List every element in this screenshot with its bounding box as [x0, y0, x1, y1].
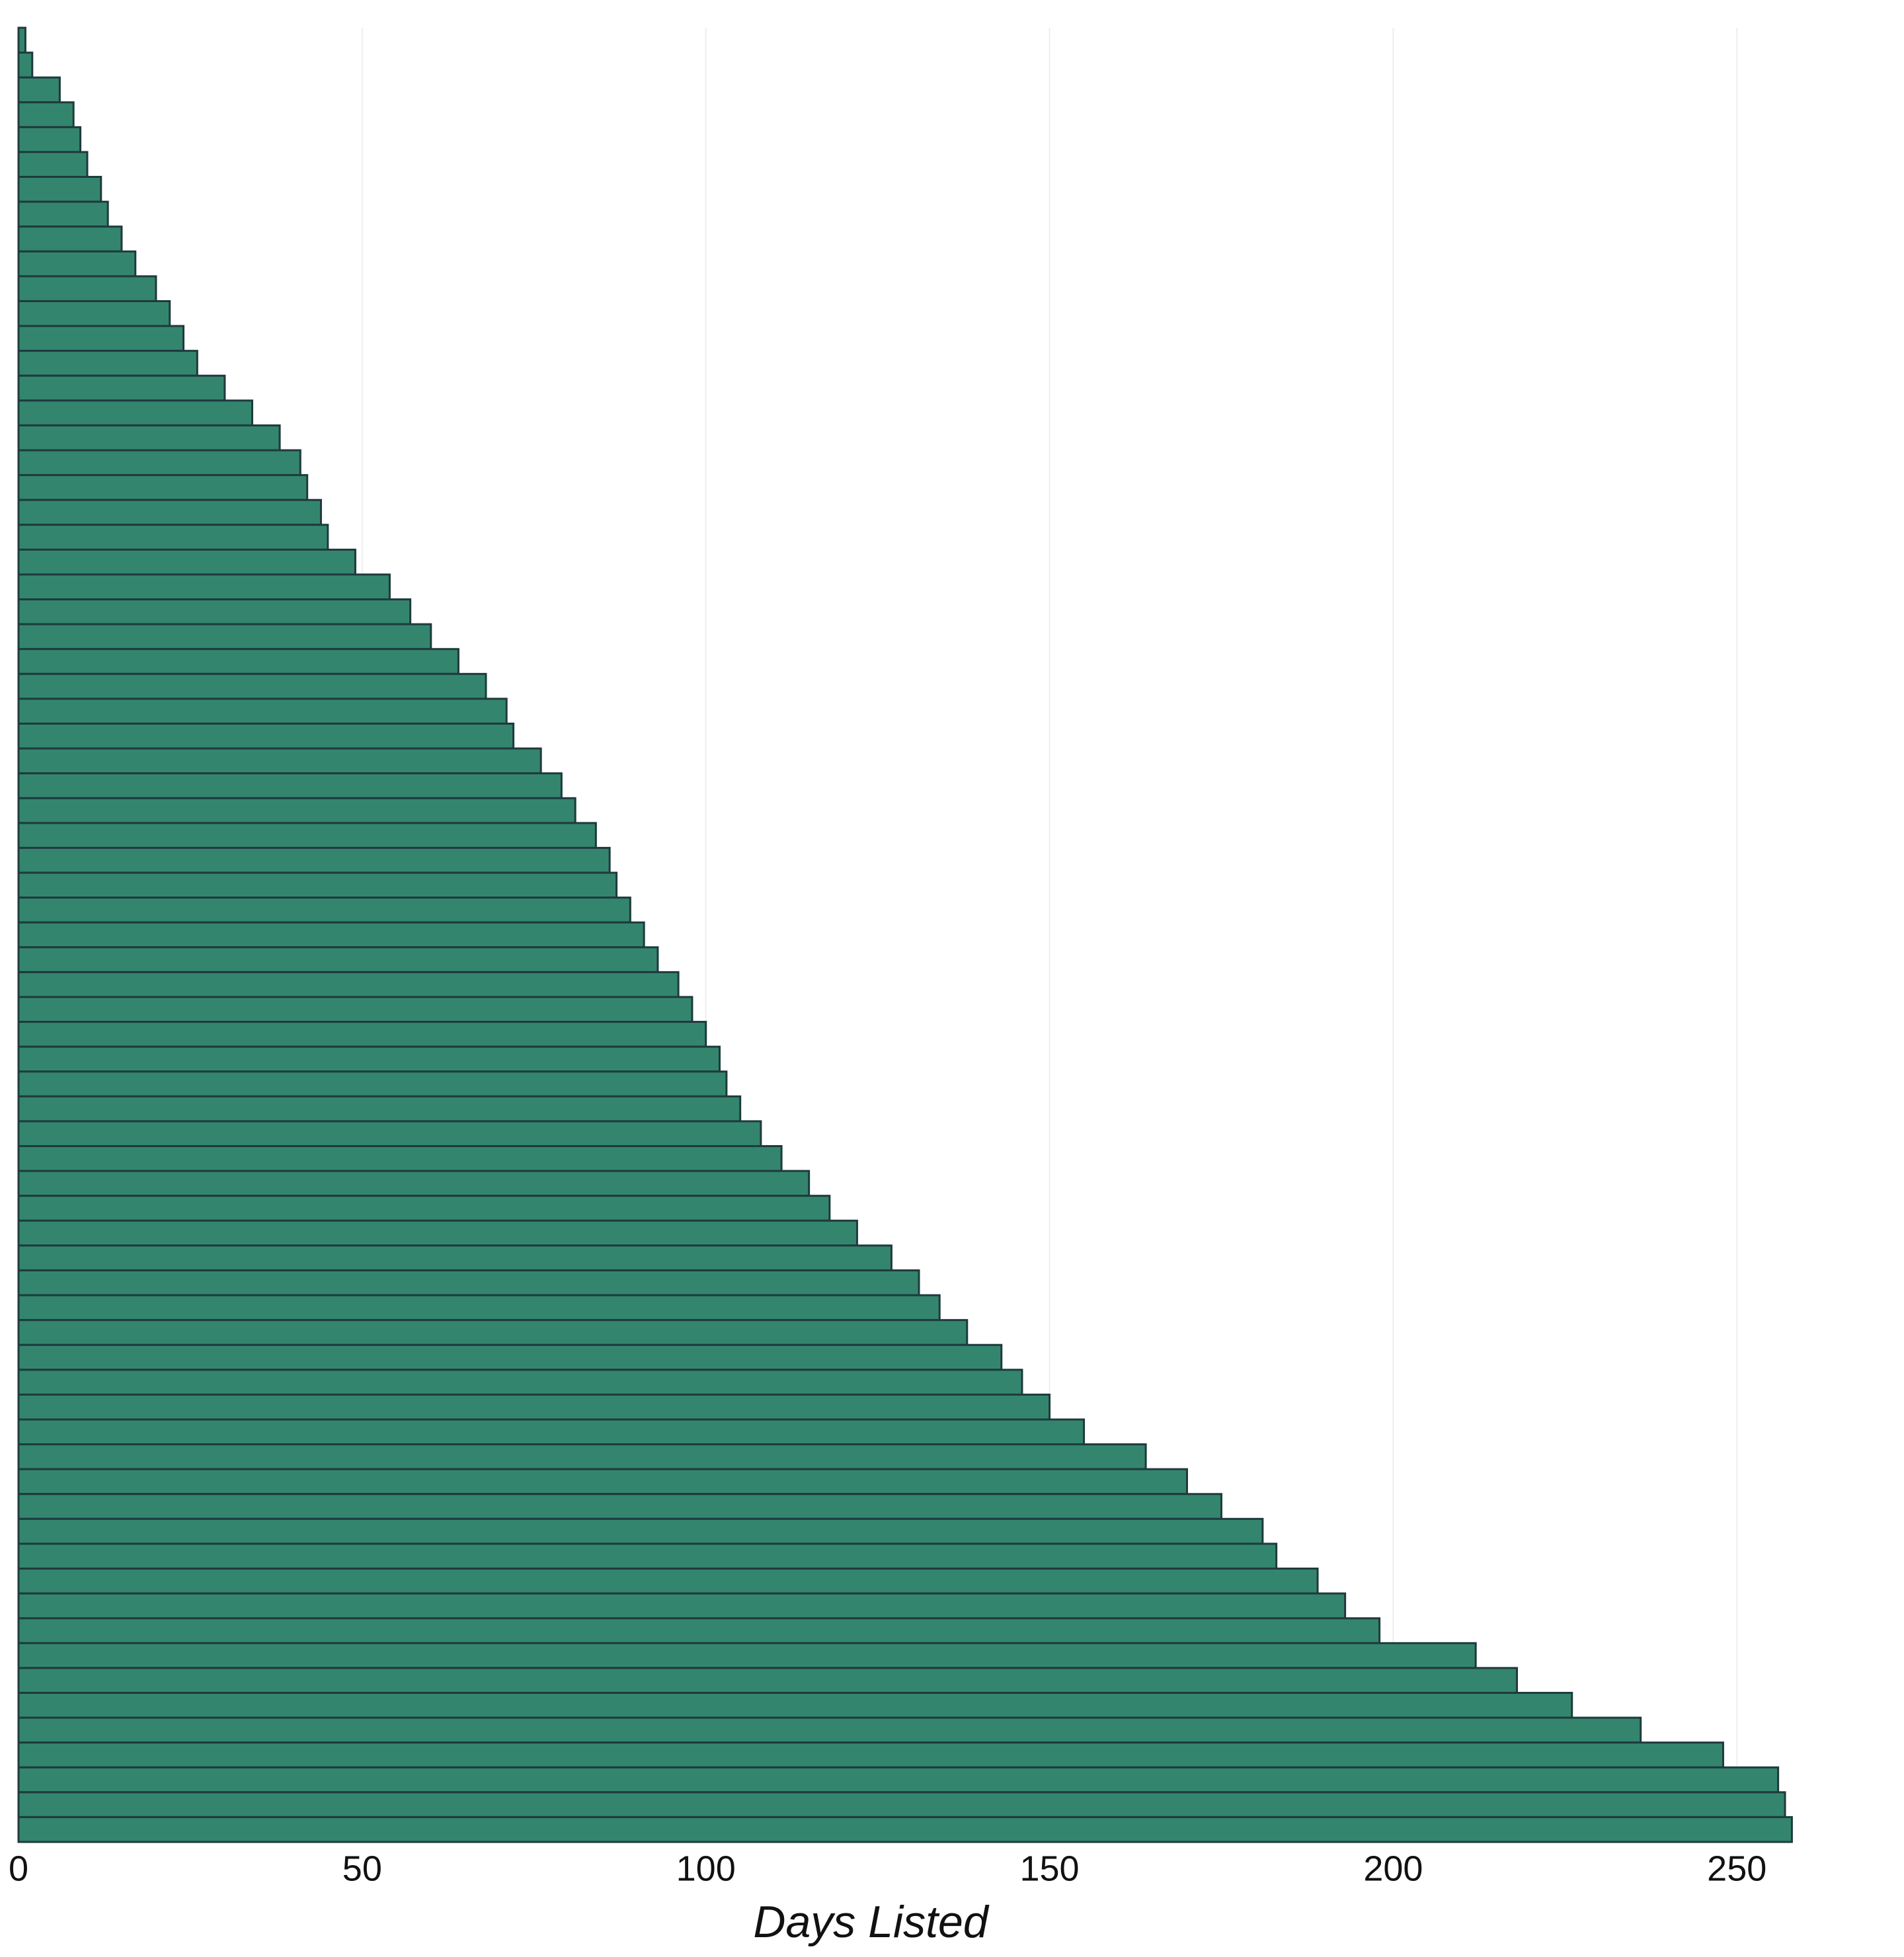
x-tick-label: 100	[676, 1849, 736, 1888]
bar	[17, 1493, 1222, 1520]
bar	[17, 499, 322, 526]
bar	[17, 1343, 1003, 1371]
bar	[17, 1568, 1319, 1595]
bar	[17, 772, 563, 799]
bar	[17, 648, 459, 675]
bar	[17, 921, 645, 949]
bar	[17, 1145, 783, 1172]
bar	[17, 1642, 1477, 1669]
bar	[17, 698, 508, 725]
x-tick-label: 250	[1707, 1849, 1766, 1888]
x-tick-label: 150	[1019, 1849, 1079, 1888]
bar	[17, 101, 75, 128]
bar	[17, 1195, 831, 1222]
x-axis-title: Days Listed	[753, 1897, 989, 1947]
bar	[17, 1393, 1051, 1421]
bar	[17, 1443, 1147, 1470]
bar	[17, 1170, 811, 1197]
bar	[17, 1667, 1519, 1694]
bar	[17, 1021, 707, 1048]
bar	[17, 1691, 1573, 1719]
bar	[17, 1766, 1780, 1794]
bar	[17, 524, 329, 551]
bar	[17, 1045, 721, 1073]
x-tick-label: 0	[9, 1849, 28, 1888]
bar	[17, 573, 391, 601]
bar	[17, 1592, 1347, 1620]
bar	[17, 176, 102, 203]
bar	[17, 1319, 969, 1346]
bar	[17, 1716, 1642, 1744]
bar	[17, 399, 253, 426]
bar	[17, 1542, 1278, 1570]
bar	[17, 846, 611, 874]
bar	[17, 672, 487, 700]
bar	[17, 1617, 1381, 1644]
bar	[17, 424, 281, 452]
bar	[17, 1517, 1264, 1545]
bar	[17, 126, 82, 153]
bar	[17, 946, 659, 973]
bar	[17, 797, 576, 824]
bar	[17, 1791, 1786, 1818]
bar	[17, 871, 618, 899]
bar	[17, 325, 185, 352]
bar	[17, 350, 198, 377]
bar	[17, 822, 597, 849]
bar	[17, 1816, 1793, 1843]
bar	[17, 1120, 762, 1148]
bar	[17, 474, 309, 501]
bar	[17, 1468, 1188, 1496]
bars	[17, 26, 1793, 1843]
bar	[17, 374, 226, 402]
bar	[17, 151, 89, 179]
bar	[17, 747, 542, 775]
bar	[17, 225, 123, 253]
bar	[17, 1418, 1086, 1446]
bar	[17, 26, 26, 54]
x-tick-label: 200	[1363, 1849, 1423, 1888]
bar	[17, 275, 157, 302]
bar	[17, 449, 301, 477]
bar	[17, 971, 680, 998]
bar	[17, 623, 432, 651]
bar	[17, 1244, 892, 1271]
bar	[17, 52, 34, 79]
bar	[17, 200, 109, 228]
bar	[17, 300, 171, 327]
x-tick-label: 50	[342, 1849, 382, 1888]
bar	[17, 1741, 1724, 1769]
bar	[17, 250, 137, 278]
bar	[17, 1294, 941, 1322]
bar	[17, 1070, 728, 1098]
bar	[17, 598, 412, 625]
bar	[17, 1095, 742, 1123]
bar	[17, 897, 631, 924]
bar	[17, 722, 515, 750]
bar	[17, 1219, 858, 1247]
bar	[17, 76, 61, 104]
bar	[17, 996, 694, 1023]
bar	[17, 1269, 920, 1297]
bar	[17, 548, 356, 576]
bar	[17, 1369, 1023, 1396]
